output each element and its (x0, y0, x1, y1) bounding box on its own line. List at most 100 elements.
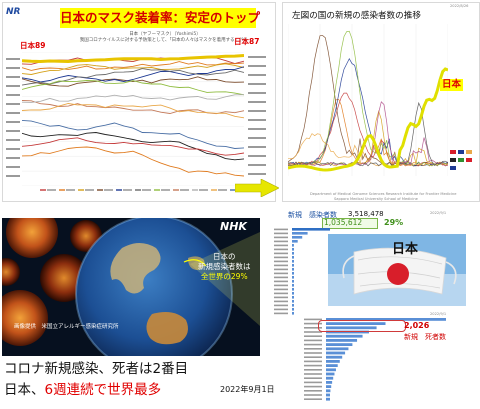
cases-rank-country-label (274, 240, 288, 243)
japan-deaths-box (318, 320, 406, 332)
mask-right-tick-label (248, 146, 266, 148)
cases-rank-country-label (274, 288, 288, 291)
deaths-rank-country-label (304, 352, 322, 354)
mask-left-tick-label (6, 67, 20, 69)
cases-chart-japan-label: 日本 (440, 79, 464, 91)
cases-series-line (288, 101, 448, 167)
cases-flag-marker (450, 150, 456, 154)
deaths-rank-bar (326, 397, 330, 401)
cases-rank-country-label (274, 276, 288, 279)
cases-rank-country-label (274, 312, 288, 315)
cases-rank-bar (292, 248, 294, 251)
globe-image-credit: 画像提供 米国立アレルギー感染症研究所 (14, 324, 119, 330)
mask-right-tick-label (248, 173, 266, 175)
cases-chart-footer-2: Sapporo Medical University School of Med… (334, 197, 418, 201)
deaths-rank-country-label (304, 318, 322, 321)
mask-right-tick-label (248, 155, 266, 157)
cases-japan-line (288, 67, 448, 172)
cases-series-line (288, 101, 448, 167)
deaths-rank-country-label (304, 348, 322, 350)
mask-right-tick-label (248, 92, 266, 94)
cases-rank-country-label (274, 292, 288, 295)
cases-rank-country-label (274, 268, 288, 271)
mask-right-tick-label (248, 101, 266, 103)
mask-legend-label (66, 189, 75, 191)
mask-chart-series (22, 57, 244, 177)
mask-legend-label (104, 189, 113, 191)
deaths-rank-country-label (304, 327, 322, 329)
deaths-rank-bar (326, 347, 349, 351)
japan-cases-percent: 29% (384, 218, 404, 227)
cases-series-line (288, 109, 448, 167)
cases-rank-bar (292, 244, 294, 247)
deaths-rank-bar (326, 351, 346, 355)
cases-rank-country-label (274, 308, 288, 311)
cases-rank-country-label (274, 228, 288, 231)
mask-chart-subtitle-line-1: 日本（ヤフーマスク）（Yoshimi5） (129, 32, 201, 37)
cases-chart-date: 2022/8/26 (450, 4, 469, 8)
cases-rank-country-label (274, 264, 288, 267)
mask-series-line (22, 61, 244, 71)
cases-rank-bar (292, 264, 294, 267)
cases-rank-bar (292, 304, 294, 307)
mask-series-line (22, 68, 244, 86)
deaths-ranking-bars (304, 318, 446, 401)
cases-rank-country-label (274, 248, 288, 251)
deaths-rank-country-label (304, 390, 322, 392)
deaths-rank-country-label (304, 369, 322, 371)
mask-series-line (22, 119, 244, 149)
deaths-rank-bar (326, 389, 331, 393)
cases-chart-plot (288, 24, 448, 176)
cases-flag-marker (466, 150, 472, 154)
mask-legend-label (123, 189, 132, 191)
japan-cases-box (322, 218, 378, 229)
mask-legend-label (142, 189, 151, 191)
cases-chart-title: 左図の国の新規の感染者数の推移 (292, 11, 421, 21)
mask-right-tick-label (248, 119, 266, 121)
cases-rank-bar (292, 284, 294, 287)
mask-series-line (22, 94, 244, 103)
deaths-rank-bar (326, 322, 386, 325)
mask-left-tick-label (6, 130, 20, 132)
mask-left-tick-label (6, 148, 20, 150)
mask-left-tick-label (6, 112, 20, 114)
deaths-rank-bar (326, 360, 340, 363)
cases-rank-bar (292, 276, 294, 279)
deaths-rank-country-label (304, 394, 322, 396)
deaths-rank-bar (326, 355, 343, 359)
cases-flag-marker (450, 166, 456, 170)
mask-series-line (22, 137, 244, 156)
cases-rank-bar (292, 240, 298, 243)
cases-rank-bar (292, 252, 294, 255)
mask-left-tick-label (6, 139, 20, 141)
cases-rank-country-label (274, 236, 288, 239)
mask-series-line (22, 76, 244, 87)
japan-cases-value: 1,035,612 (324, 218, 363, 227)
globe-callout-line-2: 新規感染者数は (198, 262, 251, 271)
mask-japan-left-label: 日本89 (20, 41, 46, 50)
mask-left-tick-label (6, 94, 20, 96)
globe-callout-line-1: 日本の (213, 252, 236, 261)
cases-rank-bar (292, 308, 294, 311)
deaths-rank-bar (326, 339, 358, 342)
mask-chart-plot (22, 52, 244, 186)
caption-line-2-prefix: 日本、 (4, 382, 45, 398)
cases-chart-footer-1: Department of Medical Genome Sciences Re… (310, 192, 457, 196)
cases-ranking-bars (274, 228, 330, 315)
mask-series-line (22, 66, 244, 83)
mask-left-tick-label (6, 175, 20, 177)
caption-line-2-highlight: 6週連続で世界最多 (44, 382, 162, 398)
deaths-rank-bar (326, 364, 338, 367)
cases-rank-country-label (274, 296, 288, 299)
deaths-rank-country-label (304, 385, 322, 388)
mask-left-tick-label (6, 58, 20, 60)
deaths-rank-country-label (304, 331, 322, 333)
cases-chart-flags (450, 150, 472, 170)
deaths-rank-bar (326, 381, 333, 384)
mask-legend-label (218, 189, 227, 191)
deaths-rank-bar (326, 330, 369, 334)
mask-right-tick-label (248, 128, 266, 130)
cases-rank-bar (292, 296, 294, 299)
mask-series-line (22, 63, 244, 75)
cases-ranking-total: 3,518,478 (348, 210, 384, 218)
